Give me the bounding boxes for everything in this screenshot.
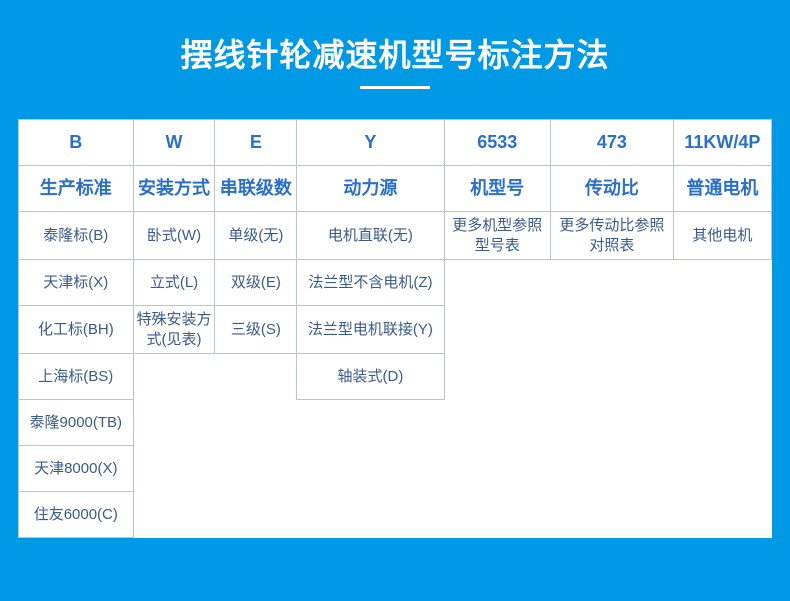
cell-mount-L: 立式(L) xyxy=(133,260,215,306)
hdr-code-473: 473 xyxy=(550,120,673,166)
cell-ratio-more: 更多传动比参照对照表 xyxy=(550,212,673,260)
data-row-1: 泰隆标(B) 卧式(W) 单级(无) 电机直联(无) 更多机型参照型号表 更多传… xyxy=(19,212,772,260)
hdr-motor-type: 普通电机 xyxy=(673,166,771,212)
cell-std-X: 天津标(X) xyxy=(19,260,134,306)
data-row-2: 天津标(X) 立式(L) 双级(E) 法兰型不含电机(Z) xyxy=(19,260,772,306)
hdr-standard: 生产标准 xyxy=(19,166,134,212)
cell-motor-other: 其他电机 xyxy=(673,212,771,260)
cell-model-more: 更多机型参照型号表 xyxy=(444,212,550,260)
blank-region-3 xyxy=(297,400,444,538)
cell-stage-double: 双级(E) xyxy=(215,260,297,306)
cell-power-shaftD: 轴装式(D) xyxy=(297,354,444,400)
cell-mount-special: 特殊安装方式(见表) xyxy=(133,306,215,354)
page-title: 摆线针轮减速机型号标注方法 xyxy=(18,30,772,76)
cell-std-BS: 上海标(BS) xyxy=(19,354,134,400)
cell-stage-triple: 三级(S) xyxy=(215,306,297,354)
hdr-power: 动力源 xyxy=(297,166,444,212)
hdr-code-E: E xyxy=(215,120,297,166)
cell-std-C6000: 住友6000(C) xyxy=(19,492,134,538)
cell-std-X8000: 天津8000(X) xyxy=(19,446,134,492)
cell-power-direct: 电机直联(无) xyxy=(297,212,444,260)
model-table-wrapper: B W E Y 6533 473 11KW/4P 生产标准 安装方式 串联级数 … xyxy=(18,119,772,538)
cell-power-flangeZ: 法兰型不含电机(Z) xyxy=(297,260,444,306)
hdr-code-Y: Y xyxy=(297,120,444,166)
cell-std-TB: 泰隆9000(TB) xyxy=(19,400,134,446)
cell-std-B: 泰隆标(B) xyxy=(19,212,134,260)
cell-std-BH: 化工标(BH) xyxy=(19,306,134,354)
hdr-mount: 安装方式 xyxy=(133,166,215,212)
header-row-2: 生产标准 安装方式 串联级数 动力源 机型号 传动比 普通电机 xyxy=(19,166,772,212)
cell-stage-single: 单级(无) xyxy=(215,212,297,260)
cell-mount-W: 卧式(W) xyxy=(133,212,215,260)
hdr-model: 机型号 xyxy=(444,166,550,212)
hdr-code-motor: 11KW/4P xyxy=(673,120,771,166)
blank-region xyxy=(444,260,771,538)
hdr-code-B: B xyxy=(19,120,134,166)
cell-power-flangeY: 法兰型电机联接(Y) xyxy=(297,306,444,354)
hdr-ratio: 传动比 xyxy=(550,166,673,212)
hdr-stages: 串联级数 xyxy=(215,166,297,212)
hdr-code-6533: 6533 xyxy=(444,120,550,166)
blank-region-2 xyxy=(133,354,297,538)
hdr-code-W: W xyxy=(133,120,215,166)
title-underline xyxy=(360,86,430,89)
header-row-1: B W E Y 6533 473 11KW/4P xyxy=(19,120,772,166)
model-table: B W E Y 6533 473 11KW/4P 生产标准 安装方式 串联级数 … xyxy=(18,119,772,538)
